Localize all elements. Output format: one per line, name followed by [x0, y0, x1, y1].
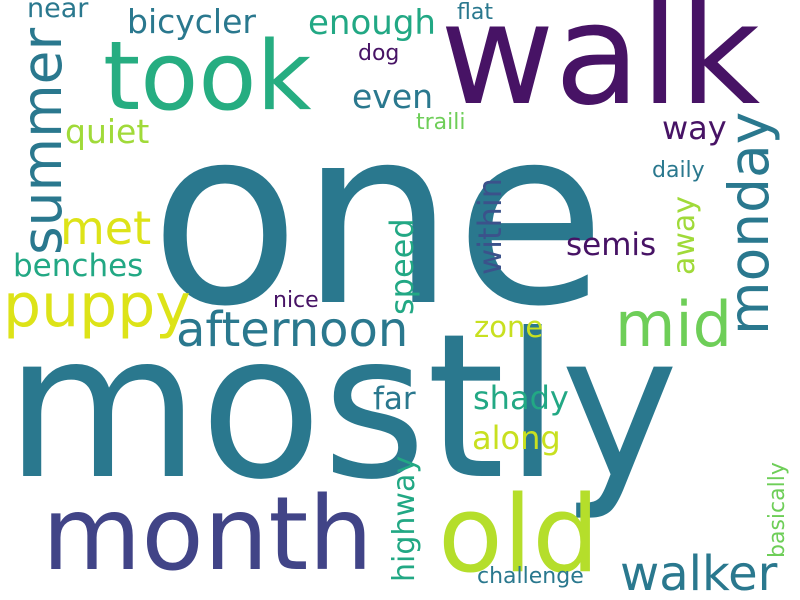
- word-quiet: quiet: [65, 112, 150, 151]
- word-highway: highway: [387, 455, 422, 582]
- word-one: one: [150, 75, 606, 360]
- word-walk: walk: [440, 0, 761, 137]
- word-met: met: [60, 201, 152, 255]
- word-afternoon: afternoon: [176, 302, 409, 358]
- word-zone: zone: [474, 310, 544, 344]
- word-away: away: [667, 195, 702, 275]
- word-basically: basically: [765, 462, 790, 558]
- word-flat: flat: [457, 0, 493, 25]
- word-challenge: challenge: [477, 564, 584, 589]
- word-within: within: [471, 177, 509, 275]
- word-way: way: [662, 109, 727, 147]
- word-shady: shady: [473, 379, 569, 417]
- word-old: old: [438, 473, 600, 596]
- word-dog: dog: [358, 41, 400, 66]
- word-bicycler: bicycler: [127, 2, 256, 41]
- word-enough: enough: [308, 3, 436, 43]
- word-along: along: [472, 419, 561, 457]
- word-benches: benches: [13, 248, 144, 284]
- word-semis: semis: [566, 227, 657, 263]
- word-far: far: [373, 381, 416, 417]
- word-nice: nice: [273, 288, 319, 313]
- word-walker: walker: [620, 546, 778, 600]
- word-puppy: puppy: [3, 271, 191, 341]
- word-near: near: [27, 0, 89, 24]
- word-mostly: mostly: [5, 291, 679, 524]
- word-traili: traili: [416, 110, 466, 135]
- word-month: month: [42, 475, 374, 594]
- word-speed: speed: [383, 218, 421, 315]
- word-even: even: [352, 77, 434, 116]
- word-daily: daily: [652, 158, 705, 183]
- word-took: took: [103, 22, 312, 132]
- word-mid: mid: [615, 288, 732, 361]
